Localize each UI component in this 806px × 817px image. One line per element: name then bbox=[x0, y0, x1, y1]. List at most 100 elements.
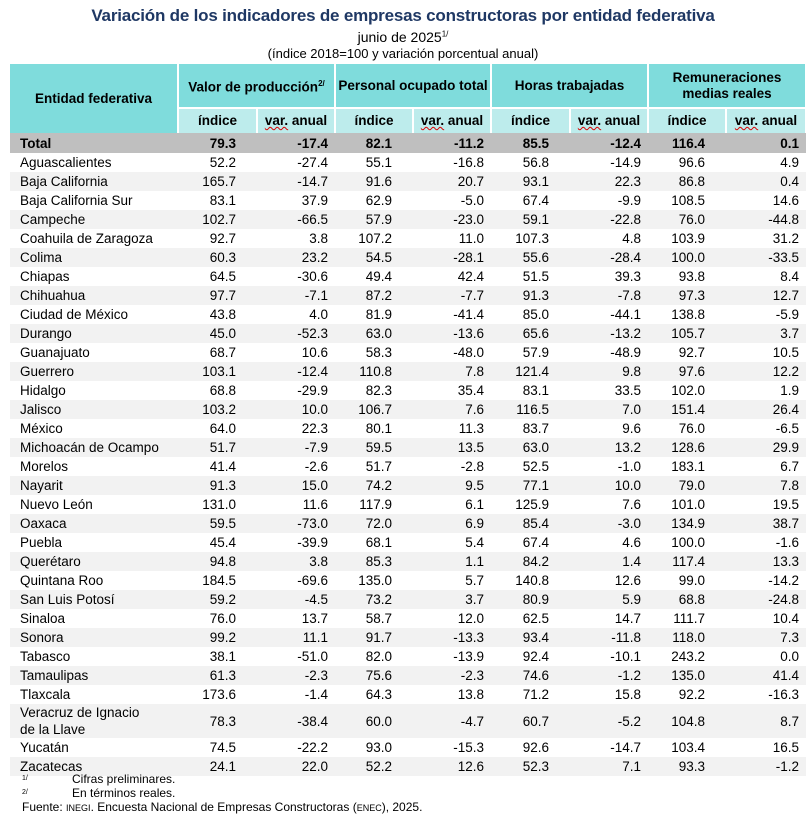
annual-variation-value: 39.3 bbox=[614, 269, 642, 284]
entity-name: Baja California Sur bbox=[20, 193, 133, 208]
annual-variation-value: 11.6 bbox=[302, 497, 329, 512]
annual-variation-value: 7.6 bbox=[413, 400, 492, 419]
index-value: 55.1 bbox=[365, 155, 393, 170]
entity-name: Nayarit bbox=[10, 476, 178, 495]
entity-name: Aguascalientes bbox=[20, 155, 112, 170]
entity-name: Sinaloa bbox=[20, 611, 66, 626]
index-value: 110.8 bbox=[335, 362, 414, 381]
subheader-indice: índice bbox=[648, 107, 728, 133]
annual-variation-value: 14.6 bbox=[772, 193, 800, 208]
index-value: 85.5 bbox=[491, 133, 571, 153]
index-value: 85.3 bbox=[335, 552, 414, 571]
index-value: 125.9 bbox=[515, 497, 550, 512]
annual-variation-value: -51.0 bbox=[297, 649, 329, 664]
annual-variation-value: 41.4 bbox=[726, 666, 806, 685]
index-value: 80.9 bbox=[491, 590, 571, 609]
annual-variation-value: 20.7 bbox=[413, 172, 492, 191]
annual-variation-value: 38.7 bbox=[726, 514, 806, 533]
annual-variation-value: -12.4 bbox=[570, 133, 649, 153]
entity-name: Yucatán bbox=[20, 740, 69, 755]
table-row: Guerrero 103.1 -12.4 110.8 7.8 121.4 9.8 97.6 12… bbox=[10, 362, 806, 381]
annual-variation-value: 9.6 bbox=[622, 421, 642, 436]
entity-name: Nuevo León bbox=[20, 497, 93, 512]
index-value: 106.7 bbox=[335, 400, 414, 419]
annual-variation-value: 9.8 bbox=[570, 362, 649, 381]
footnote-ref: 1/ bbox=[441, 29, 449, 39]
table-row: San Luis Potosí 59.2 -4.5 73.2 3.7 80.9 5.9 68.… bbox=[10, 590, 806, 609]
entity-name: México bbox=[20, 421, 63, 436]
index-value: 68.8 bbox=[648, 590, 727, 609]
index-value: 121.4 bbox=[491, 362, 571, 381]
annual-variation-value: 15.0 bbox=[257, 476, 336, 495]
table-row: Durango 45.0 -52.3 63.0 -13.6 65.6 -13.2 105.7 3… bbox=[10, 324, 806, 343]
annual-variation-value: 19.5 bbox=[772, 497, 800, 512]
index-value: 184.5 bbox=[202, 573, 236, 588]
annual-variation-value: 12.7 bbox=[726, 286, 806, 305]
index-value: 96.6 bbox=[678, 155, 706, 170]
annual-variation-value: 5.9 bbox=[570, 590, 649, 609]
annual-variation-value: -13.3 bbox=[413, 628, 492, 647]
entity-name: Chiapas bbox=[20, 269, 70, 284]
index-value: 151.4 bbox=[648, 400, 727, 419]
index-value: 60.0 bbox=[335, 704, 414, 738]
index-value: 83.1 bbox=[209, 193, 236, 208]
table-row: Yucatán 74.5 -22.2 93.0 -15.3 92.6 -14.7 103.4 1… bbox=[10, 738, 806, 757]
entity-name: Guanajuato bbox=[20, 345, 90, 360]
index-value: 92.6 bbox=[522, 740, 550, 755]
index-value: 43.8 bbox=[209, 307, 236, 322]
annual-variation-value: 12.0 bbox=[457, 611, 485, 626]
subheader-var-anual: var. anual bbox=[257, 107, 337, 133]
annual-variation-value: -22.8 bbox=[570, 210, 649, 229]
index-value: 93.8 bbox=[678, 269, 706, 284]
index-value: 97.3 bbox=[648, 286, 727, 305]
annual-variation-value: -1.0 bbox=[617, 459, 642, 474]
index-value: 101.0 bbox=[671, 497, 706, 512]
index-value: 60.3 bbox=[178, 248, 257, 267]
index-value: 140.8 bbox=[515, 573, 550, 588]
table-row: Nuevo León 131.0 11.6 117.9 6.1 125.9 7.6 101.0… bbox=[10, 495, 806, 514]
annual-variation-value: 7.3 bbox=[726, 628, 806, 647]
table-row: Guanajuato 68.7 10.6 58.3 -48.0 57.9 -48.9 92.7… bbox=[10, 343, 806, 362]
index-value: 54.5 bbox=[335, 248, 414, 267]
table-row: Ciudad de México 43.8 4.0 81.9 -41.4 85.0 -44.… bbox=[10, 305, 806, 324]
index-value: 52.2 bbox=[335, 757, 414, 776]
table-row: Sinaloa 76.0 13.7 58.7 12.0 62.5 14.7 111.7 10.4 bbox=[10, 609, 806, 628]
annual-variation-value: 35.4 bbox=[457, 383, 485, 398]
table-row: Chiapas 64.5 -30.6 49.4 42.4 51.5 39.3 93.8 8.4 bbox=[10, 267, 806, 286]
index-value: 64.3 bbox=[365, 687, 393, 702]
period-text: junio de 2025 bbox=[357, 29, 442, 45]
index-value: 51.7 bbox=[365, 459, 393, 474]
index-value: 51.5 bbox=[522, 269, 550, 284]
annual-variation-value: -48.0 bbox=[453, 345, 485, 360]
footnote-ref: 2/ bbox=[318, 78, 325, 88]
index-value: 118.0 bbox=[648, 628, 727, 647]
index-value: 76.0 bbox=[648, 210, 727, 229]
index-value: 85.4 bbox=[491, 514, 571, 533]
index-value: 102.0 bbox=[671, 383, 706, 398]
index-value: 73.2 bbox=[335, 590, 414, 609]
footnote: 1/Cifras preliminares. bbox=[22, 772, 175, 786]
data-table: Entidad federativa Valor de producción2/… bbox=[10, 64, 806, 776]
annual-variation-value: -39.9 bbox=[297, 535, 329, 550]
index-value: 102.7 bbox=[178, 210, 257, 229]
index-value: 74.5 bbox=[209, 740, 236, 755]
table-row: Coahuila de Zaragoza 92.7 3.8 107.2 11.0 107.… bbox=[10, 229, 806, 248]
index-value: 64.0 bbox=[209, 421, 236, 436]
annual-variation-value: 1.9 bbox=[780, 383, 800, 398]
table-row: México 64.0 22.3 80.1 11.3 83.7 9.6 76.0 -6.5 bbox=[10, 419, 806, 438]
annual-variation-value: -2.3 bbox=[413, 666, 492, 685]
annual-variation-value: 13.8 bbox=[457, 687, 485, 702]
footnote-text: Cifras preliminares. bbox=[72, 772, 176, 786]
index-value: 100.0 bbox=[671, 535, 706, 550]
annual-variation-value: -27.4 bbox=[297, 155, 329, 170]
index-value: 117.9 bbox=[359, 497, 393, 512]
table-row: Puebla 45.4 -39.9 68.1 5.4 67.4 4.6 100.0 -1.6 bbox=[10, 533, 806, 552]
annual-variation-value: 33.5 bbox=[614, 383, 642, 398]
index-value: 131.0 bbox=[202, 497, 236, 512]
index-value: 82.1 bbox=[335, 133, 414, 153]
annual-variation-value: 8.4 bbox=[780, 269, 800, 284]
index-value: 80.1 bbox=[365, 421, 393, 436]
index-value: 65.6 bbox=[491, 324, 571, 343]
annual-variation-value: 7.1 bbox=[570, 757, 649, 776]
index-value: 52.3 bbox=[491, 757, 571, 776]
